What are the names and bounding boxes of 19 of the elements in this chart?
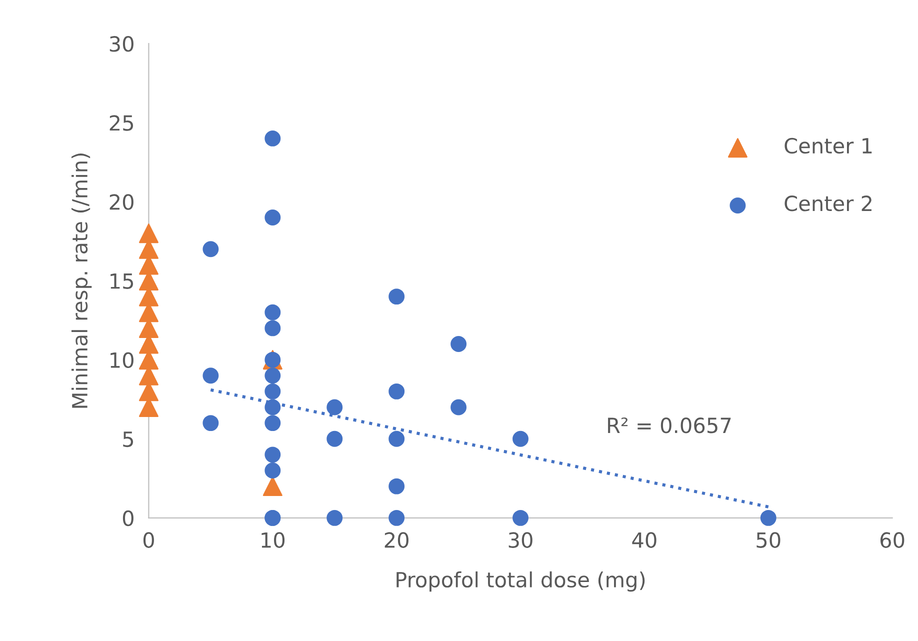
y-tick-label: 25 [110, 115, 134, 131]
legend-label: Center 1 [784, 138, 872, 154]
x-tick-label: 60 [880, 532, 904, 548]
y-tick-label: 20 [110, 194, 134, 210]
y-tick-label: 30 [110, 36, 134, 52]
x-tick-label: 20 [384, 532, 408, 548]
y-tick-label: 10 [110, 352, 134, 368]
x-tick-label: 10 [262, 532, 285, 548]
y-tick-label: 15 [110, 273, 134, 289]
x-tick-label: 30 [508, 532, 532, 548]
legend-label: Center 2 [784, 196, 872, 212]
x-axis-title: Propofol total dose (mg) [396, 571, 645, 592]
y-tick-label: 5 [123, 432, 134, 448]
x-tick-label: 40 [632, 532, 656, 548]
x-tick-label: 0 [143, 532, 154, 548]
annotation: R² = 0.0657 [608, 417, 731, 434]
y-axis-title: Minimal resp. rate (/min) [71, 154, 92, 408]
x-tick-label: 50 [756, 532, 780, 548]
y-tick-label: 0 [122, 510, 134, 526]
